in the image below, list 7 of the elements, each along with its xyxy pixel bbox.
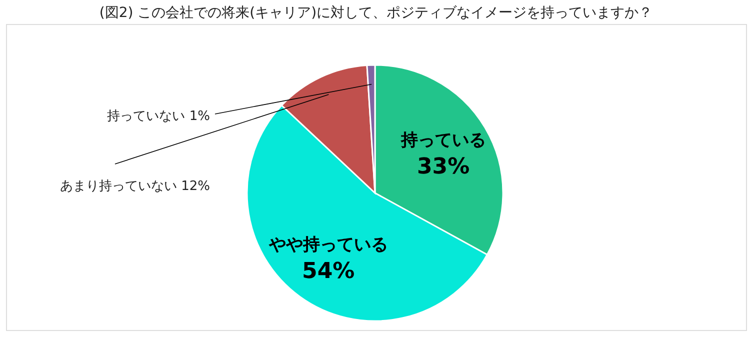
data-label: 33% <box>416 154 470 180</box>
data-label: 54% <box>302 259 355 284</box>
slice-label: 持っていない 1% <box>107 109 210 124</box>
slice-label: やや持っている <box>268 235 388 256</box>
chart-title: (図2) この会社での将来(キャリア)に対して、ポジティブなイメージを持っていますか？ <box>99 5 653 21</box>
slice-label: あまり持っていない 12% <box>60 179 210 194</box>
slice-label: 持っている <box>400 130 486 151</box>
